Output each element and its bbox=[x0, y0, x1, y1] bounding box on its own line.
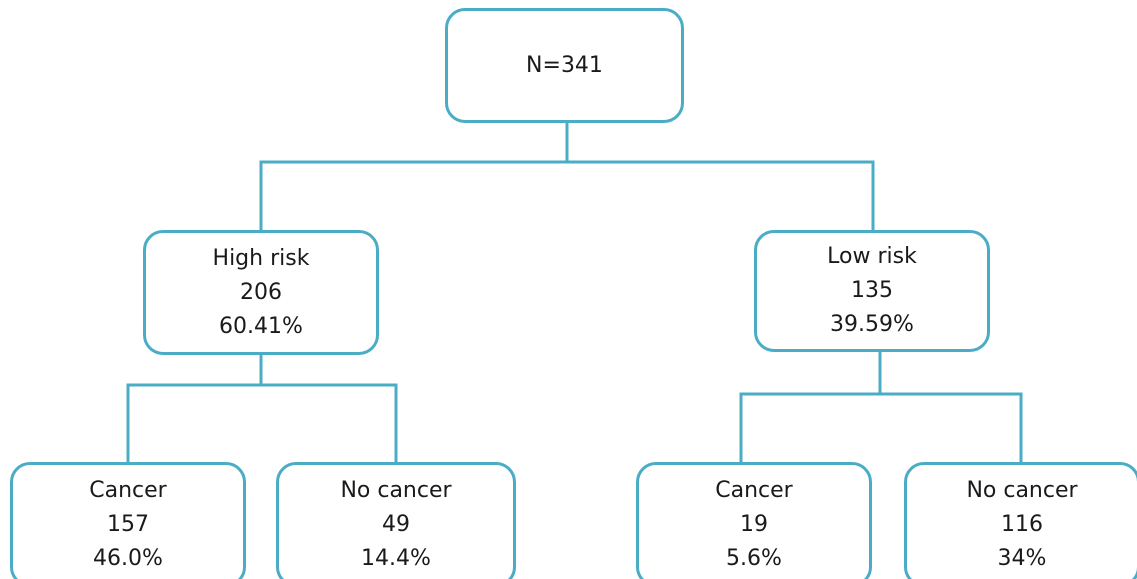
low-risk-cancer-percent: 5.6% bbox=[726, 545, 782, 571]
high-risk-count: 206 bbox=[240, 279, 282, 305]
high-risk-cancer-label: Cancer bbox=[89, 477, 167, 503]
high-risk-percent: 60.41% bbox=[219, 313, 303, 339]
low-risk-label: Low risk bbox=[827, 244, 917, 269]
low-risk-cancer-count: 19 bbox=[740, 511, 768, 537]
low-risk-percent: 39.59% bbox=[830, 312, 914, 337]
low-risk-no-cancer-count: 116 bbox=[1001, 511, 1043, 537]
high-risk-no-cancer-percent: 14.4% bbox=[361, 545, 431, 571]
root-node: N=341 bbox=[445, 8, 684, 123]
high-risk-no-cancer-count: 49 bbox=[382, 511, 410, 537]
root-label: N=341 bbox=[526, 52, 603, 78]
high-risk-node: High risk 206 60.41% bbox=[143, 230, 379, 355]
low-risk-count: 135 bbox=[851, 278, 893, 303]
high-risk-cancer-node: Cancer 157 46.0% bbox=[10, 462, 246, 579]
high-risk-label: High risk bbox=[212, 245, 310, 271]
low-risk-no-cancer-node: No cancer 116 34% bbox=[904, 462, 1137, 579]
low-risk-no-cancer-label: No cancer bbox=[966, 477, 1078, 503]
high-risk-no-cancer-node: No cancer 49 14.4% bbox=[276, 462, 516, 579]
low-risk-no-cancer-percent: 34% bbox=[997, 545, 1047, 571]
high-risk-cancer-count: 157 bbox=[107, 511, 149, 537]
high-risk-no-cancer-label: No cancer bbox=[340, 477, 452, 503]
low-risk-cancer-node: Cancer 19 5.6% bbox=[636, 462, 872, 579]
low-risk-cancer-label: Cancer bbox=[715, 477, 793, 503]
high-risk-cancer-percent: 46.0% bbox=[93, 545, 163, 571]
low-risk-node: Low risk 135 39.59% bbox=[754, 230, 990, 352]
